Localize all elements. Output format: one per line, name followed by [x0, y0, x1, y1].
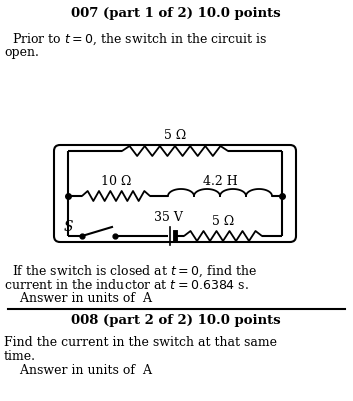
Text: time.: time. [4, 349, 36, 362]
Text: 35 V: 35 V [154, 211, 183, 223]
Text: 4.2 H: 4.2 H [203, 174, 237, 188]
Text: Answer in units of  A: Answer in units of A [4, 291, 152, 304]
Text: 008 (part 2 of 2) 10.0 points: 008 (part 2 of 2) 10.0 points [71, 313, 281, 326]
Text: current in the inductor at $t = 0.6384$ s.: current in the inductor at $t = 0.6384$ … [4, 277, 249, 291]
Text: If the switch is closed at $t = 0$, find the: If the switch is closed at $t = 0$, find… [12, 263, 257, 279]
Text: 5 Ω: 5 Ω [164, 129, 186, 142]
Text: Find the current in the switch at that same: Find the current in the switch at that s… [4, 335, 277, 348]
Text: open.: open. [4, 46, 39, 59]
Text: 5 Ω: 5 Ω [212, 215, 234, 227]
Text: S: S [63, 219, 73, 233]
Text: Prior to $t = 0$, the switch in the circuit is: Prior to $t = 0$, the switch in the circ… [12, 32, 267, 47]
Text: 10 Ω: 10 Ω [101, 174, 131, 188]
Text: Answer in units of  A: Answer in units of A [4, 363, 152, 376]
Text: 007 (part 1 of 2) 10.0 points: 007 (part 1 of 2) 10.0 points [71, 7, 281, 20]
